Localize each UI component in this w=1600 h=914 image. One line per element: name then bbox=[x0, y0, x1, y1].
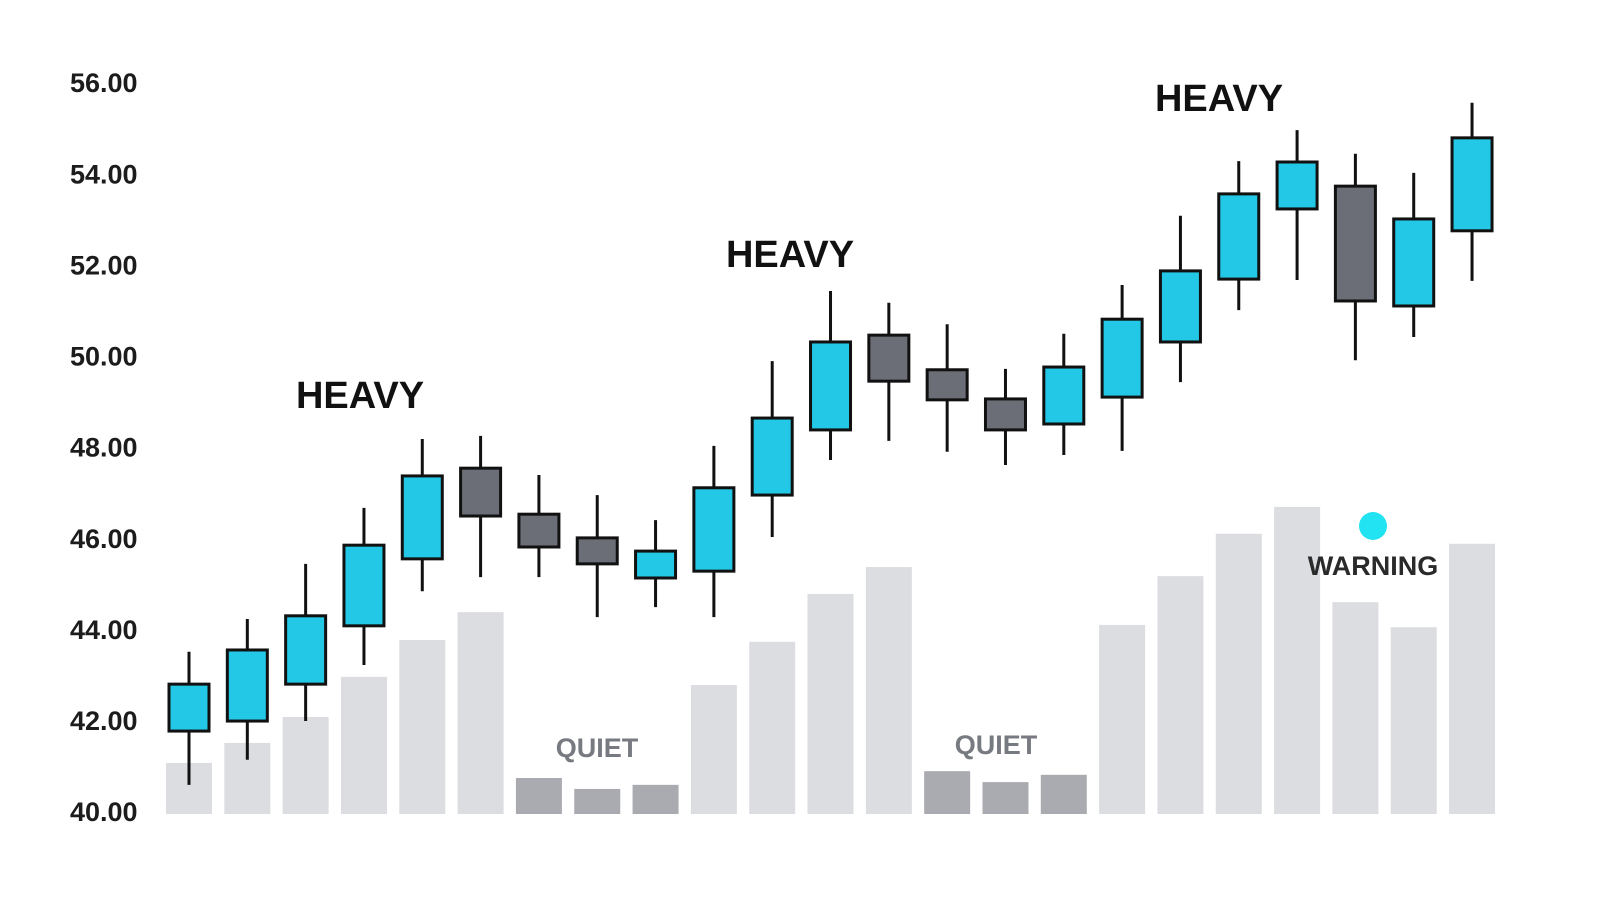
candle-body bbox=[1158, 269, 1202, 344]
y-tick-label: 50.00 bbox=[70, 342, 138, 372]
candle-body bbox=[459, 466, 503, 518]
y-tick-label: 48.00 bbox=[70, 433, 138, 463]
annotation: HEAVY bbox=[726, 234, 854, 276]
candle-body bbox=[983, 397, 1027, 432]
volume-bar bbox=[1274, 506, 1321, 814]
volume-bar bbox=[457, 612, 504, 814]
candle-body bbox=[809, 340, 853, 432]
volume-bar bbox=[924, 771, 971, 814]
volume-bar bbox=[807, 593, 854, 814]
candle-body bbox=[1333, 184, 1377, 303]
volume-bar bbox=[632, 784, 679, 814]
annotation: QUIET bbox=[955, 730, 1038, 760]
candle-body bbox=[692, 486, 736, 573]
volume-bar bbox=[1332, 602, 1379, 814]
volume-bar bbox=[1215, 533, 1262, 814]
volume-bar bbox=[865, 567, 912, 814]
candle-body bbox=[634, 549, 678, 580]
candle-body bbox=[1100, 317, 1144, 399]
y-tick-label: 42.00 bbox=[70, 706, 138, 736]
candle-body bbox=[1275, 160, 1319, 211]
y-tick-label: 52.00 bbox=[70, 250, 138, 280]
annotation: WARNING bbox=[1308, 551, 1439, 581]
candle-body bbox=[867, 333, 911, 383]
candle-body bbox=[750, 416, 794, 497]
volume-bar bbox=[1040, 774, 1087, 814]
candle-body bbox=[1450, 136, 1494, 233]
candle-body bbox=[1392, 217, 1436, 308]
y-tick-label: 56.00 bbox=[70, 68, 138, 98]
y-tick-label: 44.00 bbox=[70, 615, 138, 645]
volume-bar bbox=[1390, 627, 1437, 814]
candle-body bbox=[400, 474, 444, 561]
volume-bar bbox=[340, 676, 387, 814]
candle-body bbox=[1217, 192, 1261, 281]
y-tick-label: 40.00 bbox=[70, 797, 138, 827]
candle-body bbox=[167, 682, 211, 733]
volume-bar bbox=[1449, 543, 1496, 814]
volume-bar bbox=[982, 782, 1029, 814]
volume-bar bbox=[574, 788, 621, 814]
candle-body bbox=[575, 536, 619, 566]
candle-body bbox=[1042, 365, 1086, 426]
annotation: HEAVY bbox=[1155, 78, 1283, 120]
volume-bar bbox=[690, 685, 737, 814]
candle-body bbox=[284, 614, 328, 686]
candle-body bbox=[517, 512, 561, 549]
volume-bar bbox=[399, 639, 446, 814]
annotation: QUIET bbox=[556, 733, 639, 763]
y-tick-label: 54.00 bbox=[70, 159, 138, 189]
volume-bar bbox=[282, 716, 329, 814]
warning-dot bbox=[1359, 512, 1387, 540]
annotation: HEAVY bbox=[296, 375, 424, 417]
volume-bar bbox=[1099, 624, 1146, 814]
y-tick-label: 46.00 bbox=[70, 524, 138, 554]
candle-body bbox=[342, 543, 386, 628]
candle-body bbox=[225, 648, 269, 723]
volume-bar bbox=[515, 778, 562, 814]
candle-body bbox=[925, 368, 969, 402]
volume-bar bbox=[749, 641, 796, 814]
volume-bar bbox=[1157, 576, 1204, 814]
